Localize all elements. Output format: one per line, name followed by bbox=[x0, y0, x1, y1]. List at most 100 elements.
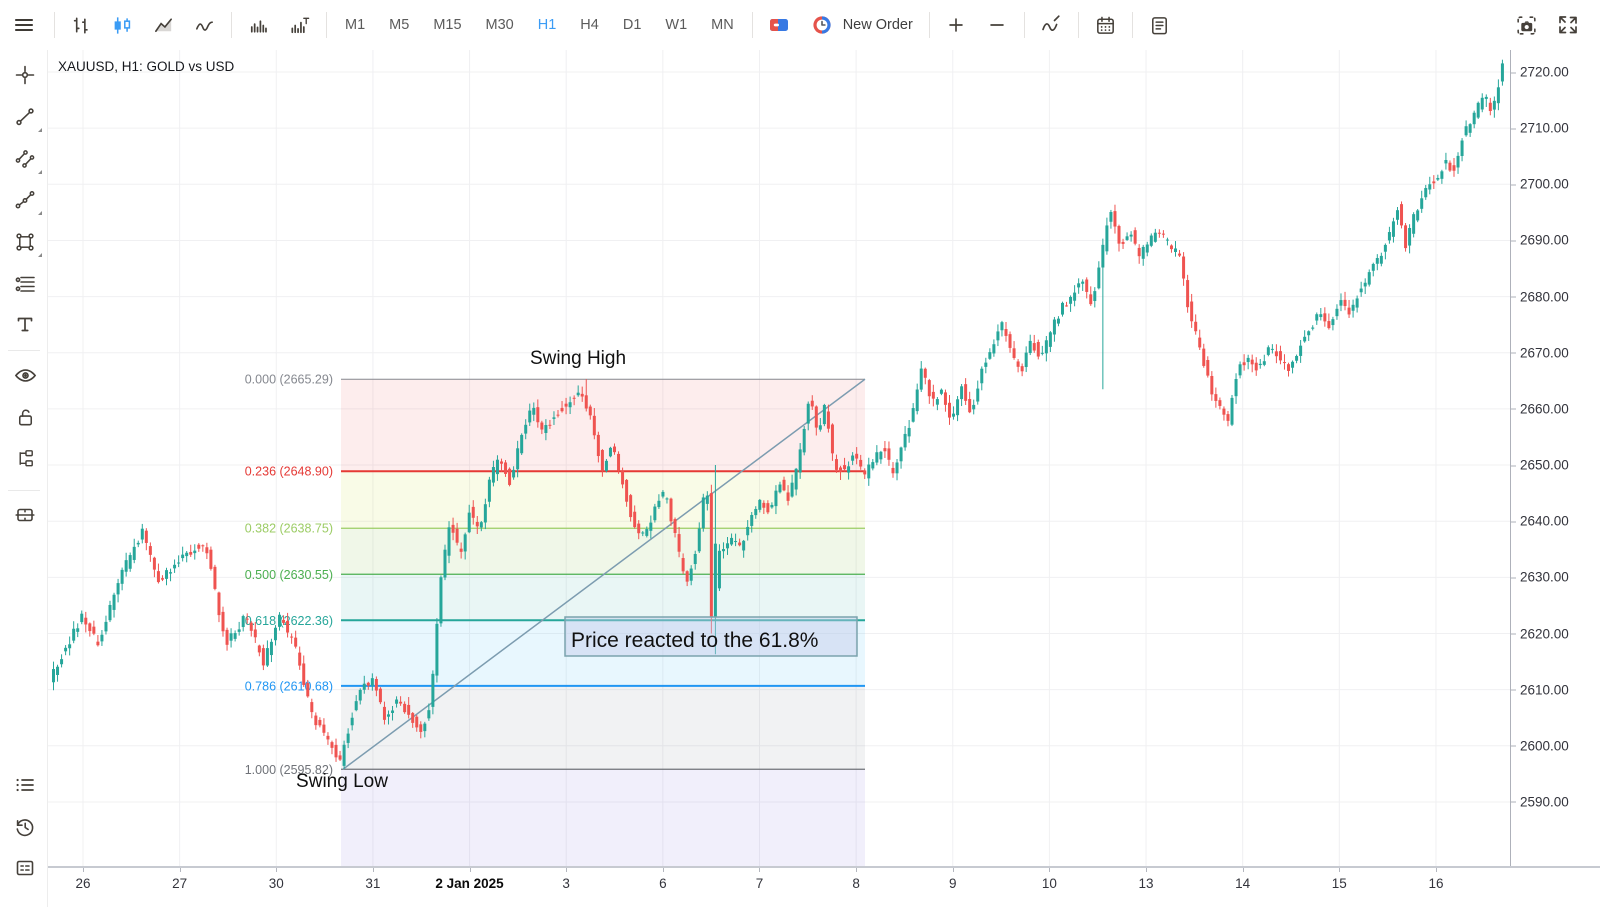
tick-volume-button[interactable] bbox=[279, 6, 320, 44]
fib-retracement-button[interactable] bbox=[12, 270, 38, 296]
history-icon bbox=[16, 819, 34, 837]
fib-level-label: 0.382 (2638.75) bbox=[245, 522, 333, 536]
price-axis-label: 2620.00 bbox=[1511, 626, 1600, 641]
screenshot-button[interactable] bbox=[1506, 6, 1547, 44]
time-axis-label: 10 bbox=[1041, 876, 1057, 891]
toolbar-separator bbox=[1077, 12, 1079, 38]
new-order-clock-icon bbox=[813, 16, 831, 34]
history-button[interactable] bbox=[12, 814, 38, 840]
fib-level-label: 1.000 (2595.82) bbox=[245, 763, 333, 777]
time-axis-label: 14 bbox=[1235, 876, 1251, 891]
crosshair-icon bbox=[15, 65, 35, 85]
lock-objects-button[interactable] bbox=[12, 404, 38, 430]
time-axis-label: 31 bbox=[365, 876, 381, 891]
fullscreen-button[interactable] bbox=[1547, 6, 1588, 44]
price-axis-label: 2720.00 bbox=[1511, 65, 1600, 80]
eye-icon bbox=[14, 368, 36, 382]
text-icon bbox=[17, 317, 33, 332]
object-tree-button[interactable] bbox=[12, 445, 38, 471]
trend-line[interactable] bbox=[342, 378, 866, 770]
top-toolbar: M1 M5 M15 M30 H1 H4 D1 W1 MN New Order bbox=[0, 0, 1600, 50]
price-axis-label: 2650.00 bbox=[1511, 458, 1600, 473]
price-axis-label: 2590.00 bbox=[1511, 794, 1600, 809]
polyline-button[interactable] bbox=[12, 187, 42, 215]
fib-level-label: 0.618 (2622.36) bbox=[245, 614, 333, 628]
fullscreen-icon bbox=[1558, 16, 1577, 34]
symbol-title: XAUUSD, H1: GOLD vs USD bbox=[58, 59, 235, 74]
timeframe-d1[interactable]: D1 bbox=[622, 17, 642, 33]
screenshot-icon bbox=[1517, 15, 1536, 35]
grid bbox=[48, 50, 1510, 866]
price-axis-label: 2670.00 bbox=[1511, 345, 1600, 360]
annotation-text-swing-high[interactable]: Swing High bbox=[530, 348, 626, 369]
timeframe-m30[interactable]: M30 bbox=[485, 17, 514, 33]
dropdown-caret-icon bbox=[38, 211, 42, 215]
new-order-button[interactable]: New Order bbox=[800, 6, 923, 44]
chart-area[interactable]: XAUUSD, H1: GOLD vs USD 0.000 (2665.29) 0… bbox=[48, 50, 1510, 866]
time-axis-tickmark bbox=[759, 868, 761, 872]
time-axis-label: 27 bbox=[172, 876, 188, 891]
timeframe-w1[interactable]: W1 bbox=[665, 17, 688, 33]
calendar-icon bbox=[1096, 16, 1114, 34]
time-axis-label: 26 bbox=[75, 876, 91, 891]
timeframe-h1[interactable]: H1 bbox=[537, 17, 557, 33]
volume-button[interactable] bbox=[238, 6, 279, 44]
timeframe-m1[interactable]: M1 bbox=[345, 17, 366, 33]
bar-chart-button[interactable] bbox=[61, 6, 102, 44]
fib-level-label: 0.500 (2630.55) bbox=[245, 568, 333, 582]
zoom-out-button[interactable] bbox=[977, 6, 1018, 44]
tick-volume-icon bbox=[291, 17, 310, 33]
dropdown-caret-icon bbox=[38, 170, 42, 174]
object-list-button[interactable] bbox=[12, 772, 38, 798]
fib-retracement-labels[interactable]: 0.000 (2665.29) 0.236 (2648.90) 0.382 (263… bbox=[245, 373, 333, 777]
data-window-icon bbox=[16, 860, 34, 876]
time-axis[interactable]: 26 27 30 31 2 Jan 2025 3 6 7 8 9 10 13 14 15 16 bbox=[48, 866, 1600, 907]
delete-objects-button[interactable] bbox=[12, 502, 38, 528]
candlestick-chart[interactable]: 0.000 (2665.29) 0.236 (2648.90) 0.382 (263… bbox=[48, 50, 1510, 866]
shape-icon bbox=[16, 233, 34, 251]
crosshair-button[interactable] bbox=[12, 62, 38, 88]
annotation-text-swing-low[interactable]: Swing Low bbox=[296, 771, 388, 792]
text-tool-button[interactable] bbox=[12, 311, 38, 337]
object-tree-icon bbox=[19, 449, 33, 466]
zoom-in-button[interactable] bbox=[936, 6, 977, 44]
trade-panel-button[interactable] bbox=[759, 6, 800, 44]
time-axis-tickmark bbox=[372, 868, 374, 872]
trendline-button[interactable] bbox=[12, 104, 42, 132]
annotation-text[interactable]: Price reacted to the 61.8% bbox=[571, 629, 818, 652]
toolbar-separator bbox=[1023, 12, 1025, 38]
new-order-label: New Order bbox=[842, 17, 913, 33]
indicators-button[interactable] bbox=[1031, 6, 1072, 44]
candles[interactable] bbox=[52, 59, 1504, 769]
line-chart-button[interactable] bbox=[184, 6, 225, 44]
time-axis-label: 16 bbox=[1428, 876, 1444, 891]
data-window-button[interactable] bbox=[12, 855, 38, 881]
timeframe-m15[interactable]: M15 bbox=[433, 17, 462, 33]
toolbar-separator bbox=[751, 12, 753, 38]
price-axis[interactable]: 2720.00 2710.00 2700.00 2690.00 2680.00 2670.… bbox=[1510, 50, 1600, 866]
time-axis-label: 6 bbox=[659, 876, 667, 891]
annotations[interactable]: Swing High Swing Low Price reacted to the … bbox=[296, 348, 858, 792]
timeframe-mn[interactable]: MN bbox=[711, 17, 734, 33]
area-chart-button[interactable] bbox=[143, 6, 184, 44]
channel-button[interactable] bbox=[12, 146, 42, 174]
timeframe-m5[interactable]: M5 bbox=[389, 17, 410, 33]
dropdown-caret-icon bbox=[38, 253, 42, 257]
candlestick-chart-button[interactable] bbox=[102, 6, 143, 44]
fib-retracement-zones[interactable] bbox=[341, 379, 865, 866]
bar-chart-icon bbox=[73, 16, 88, 34]
news-button[interactable] bbox=[1139, 6, 1180, 44]
timeframe-h4[interactable]: H4 bbox=[580, 17, 599, 33]
annotation-box[interactable] bbox=[564, 616, 858, 657]
delete-objects-icon bbox=[15, 508, 35, 522]
object-visibility-button[interactable] bbox=[12, 362, 38, 388]
candlestick-icon bbox=[114, 16, 131, 34]
calendar-button[interactable] bbox=[1085, 6, 1126, 44]
time-axis-tickmark bbox=[1049, 868, 1051, 872]
toolbar-separator bbox=[326, 12, 327, 38]
time-axis-label: 15 bbox=[1331, 876, 1347, 891]
shapes-button[interactable] bbox=[12, 229, 42, 257]
main-menu-button[interactable] bbox=[0, 0, 48, 50]
price-axis-label: 2690.00 bbox=[1511, 233, 1600, 248]
price-axis-label: 2710.00 bbox=[1511, 121, 1600, 136]
